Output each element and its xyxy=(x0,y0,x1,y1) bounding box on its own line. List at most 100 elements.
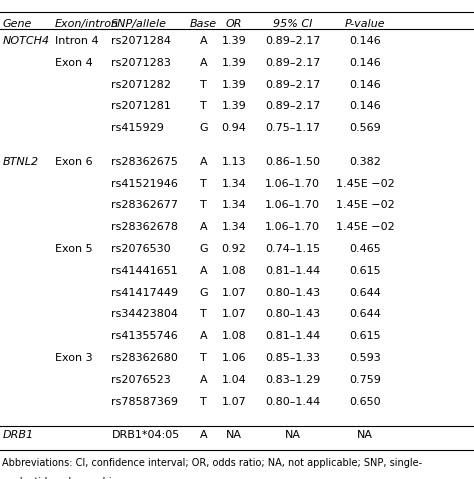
Text: T: T xyxy=(200,353,207,363)
Text: 1.39: 1.39 xyxy=(222,80,246,90)
Text: rs78587369: rs78587369 xyxy=(111,397,178,407)
Text: 0.146: 0.146 xyxy=(349,80,381,90)
Text: 1.08: 1.08 xyxy=(222,331,246,341)
Text: rs41521946: rs41521946 xyxy=(111,179,178,189)
Text: 1.06: 1.06 xyxy=(222,353,246,363)
Text: OR: OR xyxy=(226,19,242,29)
Text: rs2076523: rs2076523 xyxy=(111,375,171,385)
Text: 0.83–1.29: 0.83–1.29 xyxy=(265,375,320,385)
Text: A: A xyxy=(200,375,207,385)
Text: 0.80–1.43: 0.80–1.43 xyxy=(265,309,320,319)
Text: 1.45E −02: 1.45E −02 xyxy=(336,179,394,189)
Text: Intron 4: Intron 4 xyxy=(55,36,98,46)
Text: rs2071284: rs2071284 xyxy=(111,36,172,46)
Text: 1.39: 1.39 xyxy=(222,102,246,111)
Text: 1.06–1.70: 1.06–1.70 xyxy=(265,179,320,189)
Text: 1.07: 1.07 xyxy=(222,309,246,319)
Text: DRB1: DRB1 xyxy=(2,430,34,440)
Text: NA: NA xyxy=(357,430,373,440)
Text: 0.650: 0.650 xyxy=(349,397,381,407)
Text: 0.146: 0.146 xyxy=(349,58,381,68)
Text: 0.569: 0.569 xyxy=(349,123,381,133)
Text: 1.34: 1.34 xyxy=(222,179,246,189)
Text: 0.92: 0.92 xyxy=(222,244,246,254)
Text: rs41417449: rs41417449 xyxy=(111,287,179,297)
Text: T: T xyxy=(200,179,207,189)
Text: 0.146: 0.146 xyxy=(349,102,381,111)
Text: 1.06–1.70: 1.06–1.70 xyxy=(265,200,320,210)
Text: A: A xyxy=(200,430,207,440)
Text: 0.146: 0.146 xyxy=(349,36,381,46)
Text: 1.39: 1.39 xyxy=(222,36,246,46)
Text: rs34423804: rs34423804 xyxy=(111,309,178,319)
Text: rs28362675: rs28362675 xyxy=(111,157,178,167)
Text: 1.34: 1.34 xyxy=(222,200,246,210)
Text: 0.81–1.44: 0.81–1.44 xyxy=(265,266,320,276)
Text: rs2071283: rs2071283 xyxy=(111,58,171,68)
Text: 0.615: 0.615 xyxy=(349,331,381,341)
Text: 1.07: 1.07 xyxy=(222,397,246,407)
Text: 1.45E −02: 1.45E −02 xyxy=(336,222,394,232)
Text: A: A xyxy=(200,266,207,276)
Text: 0.89–2.17: 0.89–2.17 xyxy=(265,58,320,68)
Text: NA: NA xyxy=(226,430,242,440)
Text: Exon 4: Exon 4 xyxy=(55,58,92,68)
Text: 1.04: 1.04 xyxy=(222,375,246,385)
Text: rs28362680: rs28362680 xyxy=(111,353,178,363)
Text: SNP/allele: SNP/allele xyxy=(111,19,167,29)
Text: nucleotide polymorphism.: nucleotide polymorphism. xyxy=(2,477,129,479)
Text: T: T xyxy=(200,102,207,111)
Text: G: G xyxy=(199,287,208,297)
Text: A: A xyxy=(200,36,207,46)
Text: 0.81–1.44: 0.81–1.44 xyxy=(265,331,320,341)
Text: A: A xyxy=(200,58,207,68)
Text: rs28362677: rs28362677 xyxy=(111,200,178,210)
Text: A: A xyxy=(200,157,207,167)
Text: rs41441651: rs41441651 xyxy=(111,266,178,276)
Text: T: T xyxy=(200,397,207,407)
Text: 0.74–1.15: 0.74–1.15 xyxy=(265,244,320,254)
Text: rs415929: rs415929 xyxy=(111,123,164,133)
Text: 0.644: 0.644 xyxy=(349,287,381,297)
Text: Exon 5: Exon 5 xyxy=(55,244,92,254)
Text: rs2071282: rs2071282 xyxy=(111,80,172,90)
Text: Base: Base xyxy=(190,19,217,29)
Text: T: T xyxy=(200,80,207,90)
Text: A: A xyxy=(200,222,207,232)
Text: 0.85–1.33: 0.85–1.33 xyxy=(265,353,320,363)
Text: 95% CI: 95% CI xyxy=(273,19,312,29)
Text: Gene: Gene xyxy=(2,19,32,29)
Text: DRB1*04:05: DRB1*04:05 xyxy=(111,430,180,440)
Text: 0.382: 0.382 xyxy=(349,157,381,167)
Text: 0.80–1.43: 0.80–1.43 xyxy=(265,287,320,297)
Text: 1.13: 1.13 xyxy=(222,157,246,167)
Text: NA: NA xyxy=(285,430,301,440)
Text: 0.615: 0.615 xyxy=(349,266,381,276)
Text: 0.89–2.17: 0.89–2.17 xyxy=(265,36,320,46)
Text: 0.644: 0.644 xyxy=(349,309,381,319)
Text: rs28362678: rs28362678 xyxy=(111,222,178,232)
Text: rs41355746: rs41355746 xyxy=(111,331,178,341)
Text: A: A xyxy=(200,331,207,341)
Text: 1.06–1.70: 1.06–1.70 xyxy=(265,222,320,232)
Text: 0.75–1.17: 0.75–1.17 xyxy=(265,123,320,133)
Text: 0.94: 0.94 xyxy=(222,123,246,133)
Text: Exon 3: Exon 3 xyxy=(55,353,92,363)
Text: 0.465: 0.465 xyxy=(349,244,381,254)
Text: rs2076530: rs2076530 xyxy=(111,244,171,254)
Text: Exon/intron: Exon/intron xyxy=(55,19,118,29)
Text: BTNL2: BTNL2 xyxy=(2,157,38,167)
Text: NOTCH4: NOTCH4 xyxy=(2,36,49,46)
Text: T: T xyxy=(200,309,207,319)
Text: 0.89–2.17: 0.89–2.17 xyxy=(265,80,320,90)
Text: 1.07: 1.07 xyxy=(222,287,246,297)
Text: T: T xyxy=(200,200,207,210)
Text: G: G xyxy=(199,244,208,254)
Text: 0.759: 0.759 xyxy=(349,375,381,385)
Text: P-value: P-value xyxy=(345,19,385,29)
Text: G: G xyxy=(199,123,208,133)
Text: 1.08: 1.08 xyxy=(222,266,246,276)
Text: Exon 6: Exon 6 xyxy=(55,157,92,167)
Text: 0.593: 0.593 xyxy=(349,353,381,363)
Text: 0.86–1.50: 0.86–1.50 xyxy=(265,157,320,167)
